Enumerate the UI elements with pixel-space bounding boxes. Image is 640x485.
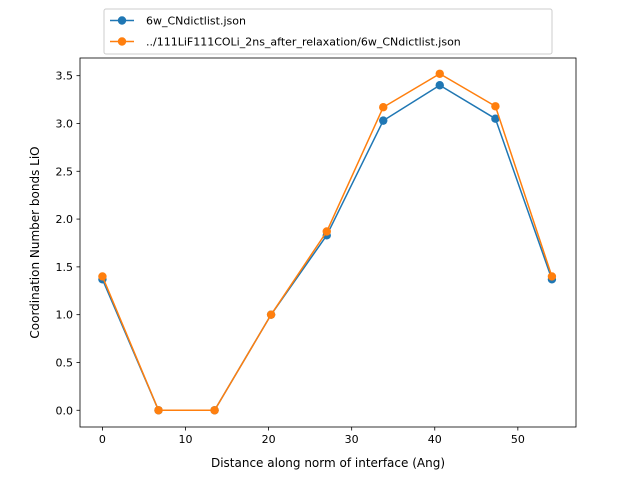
x-tick-label: 40 [428,433,442,446]
y-tick-label: 2.0 [56,213,74,226]
y-tick-label: 0.5 [56,356,74,369]
data-point-s1-6 [379,116,388,125]
data-point-s2-8 [491,102,500,111]
y-tick-label: 3.0 [56,117,74,130]
x-tick-label: 20 [262,433,276,446]
x-tick-label: 50 [511,433,525,446]
x-tick-label: 30 [345,433,359,446]
data-point-s2-9 [547,272,557,281]
y-tick-label: 1.0 [56,309,74,322]
y-tick-label: 0.0 [56,404,74,417]
y-tick-label: 1.5 [56,261,74,274]
legend-label-2: ../111LiF111COLi_2ns_after_relaxation/6w… [146,36,461,49]
plot-frame [79,57,577,428]
data-point-s2-2 [154,406,163,415]
legend-marker-1 [117,16,127,25]
x-axis-label: Distance along norm of interface (Ang) [211,456,445,470]
y-tick-label: 3.5 [56,70,74,83]
y-axis-label: Coordination Number bonds LiO [28,146,42,338]
data-point-s2-3 [210,406,219,415]
x-tick-label: 0 [99,433,106,446]
data-point-s2-1 [98,272,107,281]
y-tick-label: 2.5 [56,165,74,178]
legend: 6w_CNdictlist.json ../111LiF111COLi_2ns_a… [103,8,553,55]
legend-marker-2 [117,37,127,46]
data-point-s1-8 [491,114,500,123]
data-point-s2-6 [379,103,388,112]
data-point-s2-5 [322,227,331,236]
data-point-s2-7 [435,69,444,78]
legend-label-1: 6w_CNdictlist.json [146,15,246,28]
legend-frame [103,8,553,55]
data-point-s1-7 [435,81,444,90]
data-point-s2-4 [266,310,276,319]
x-tick-label: 10 [179,433,193,446]
